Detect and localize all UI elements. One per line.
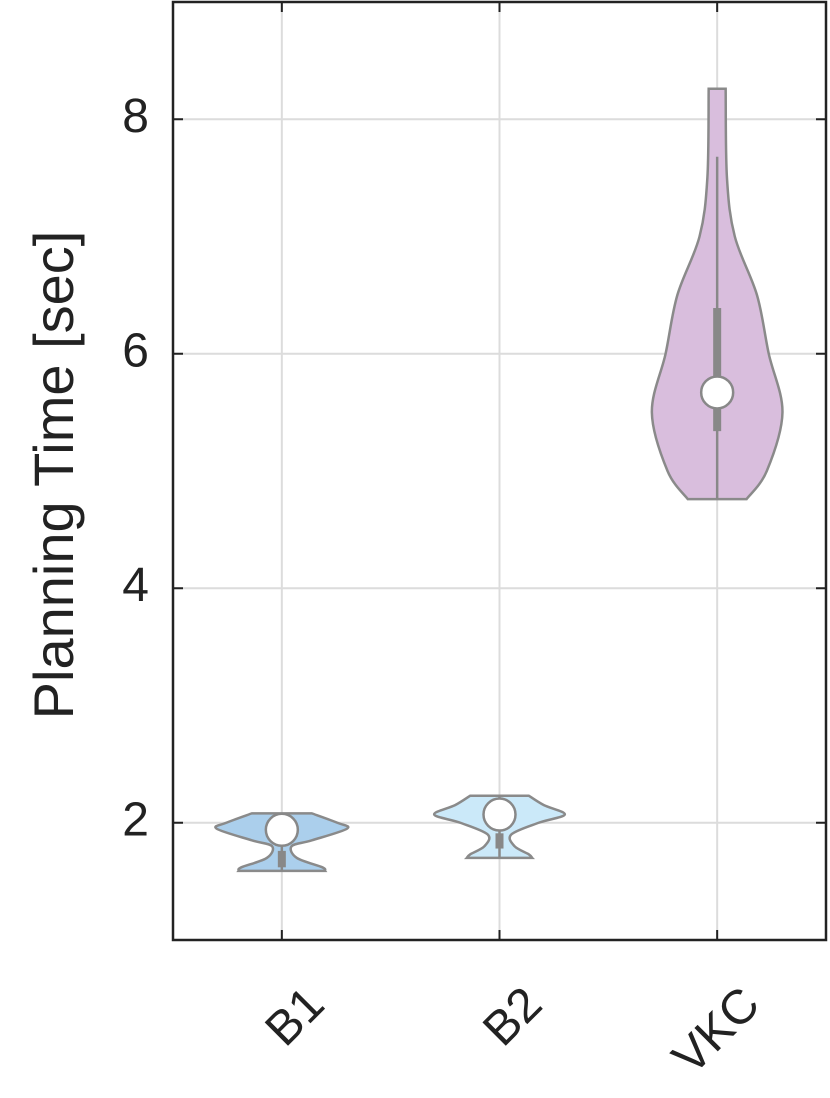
median bbox=[699, 375, 735, 410]
box bbox=[495, 833, 504, 849]
y-axis-label: Planning Time [sec] bbox=[22, 231, 85, 720]
x-tick-label: B1 bbox=[256, 977, 335, 1056]
x-tick-label: VKC bbox=[663, 977, 770, 1084]
y-tick-label: 4 bbox=[122, 559, 149, 612]
x-tick-label: B2 bbox=[473, 977, 552, 1056]
box bbox=[277, 850, 286, 868]
box bbox=[713, 308, 722, 432]
plot-frame bbox=[171, 0, 828, 942]
median bbox=[482, 797, 517, 832]
y-tick-label: 8 bbox=[122, 90, 149, 143]
y-tick-label: 2 bbox=[122, 793, 149, 846]
median bbox=[264, 812, 300, 848]
y-tick-label: 6 bbox=[122, 324, 149, 377]
